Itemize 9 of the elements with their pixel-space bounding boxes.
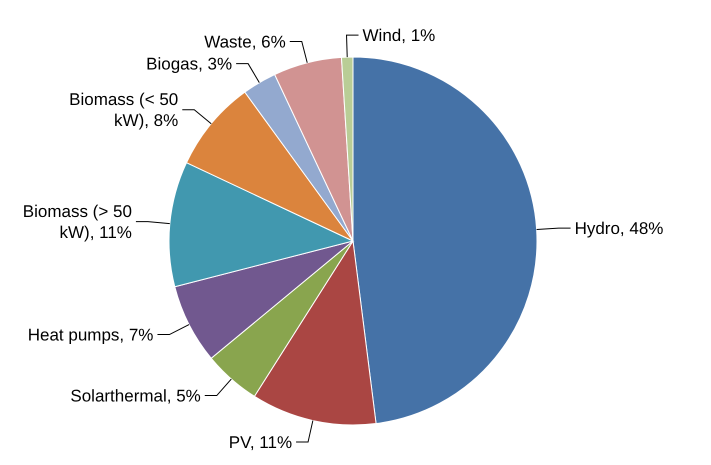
slice-label: Hydro, 48%	[574, 219, 664, 238]
slice-label: Wind, 1%	[362, 26, 436, 46]
slice-label: Waste, 6%	[204, 32, 286, 52]
slice-label: Heat pumps, 7%	[28, 326, 154, 345]
slice-label: Biomass (> 50 kW), 11%	[22, 202, 132, 242]
slice-label: Biogas, 3%	[146, 54, 232, 74]
slice-label: PV, 11%	[228, 433, 292, 452]
slice-label: Biomass (< 50 kW), 8%	[69, 90, 178, 130]
slice-label: Solarthermal, 5%	[70, 386, 201, 406]
